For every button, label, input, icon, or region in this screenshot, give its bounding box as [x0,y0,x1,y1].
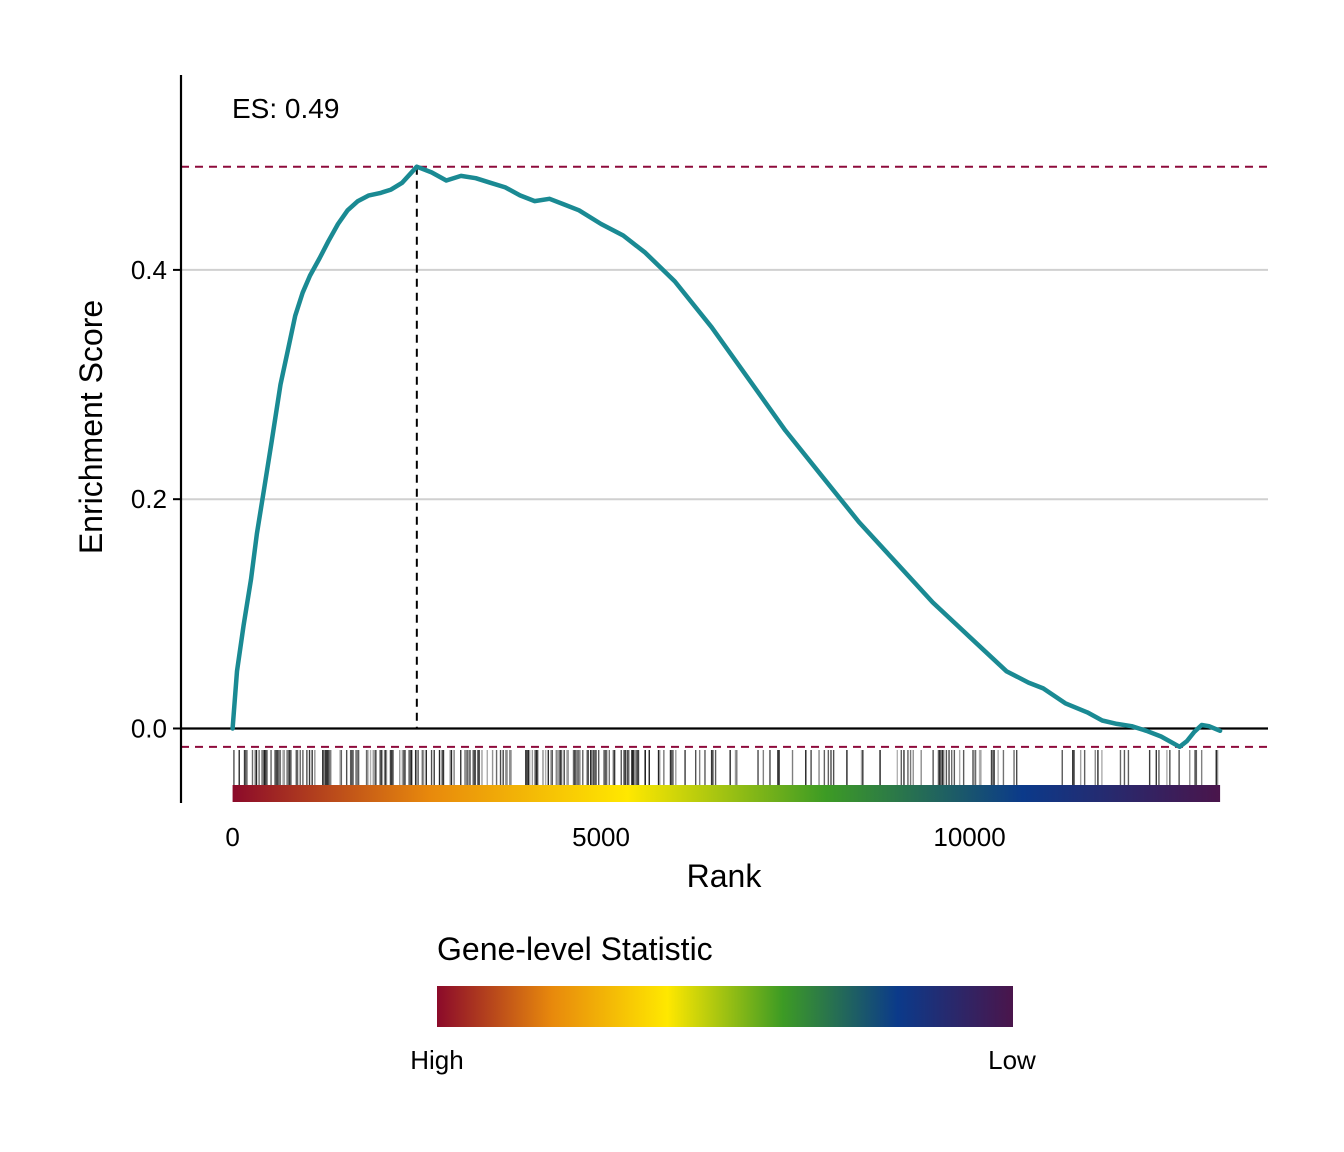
grid-lines [181,268,1268,501]
color-legend: Gene-level Statistic High Low [410,931,1036,1075]
rank-gradient-bar [232,785,1221,802]
es-annotation: ES: 0.49 [232,93,339,124]
y-tick-label: 0.2 [131,484,167,514]
gene-rug [233,750,1219,785]
series-layer [230,164,1223,750]
rank-color-bar [232,785,1221,802]
legend-gradient-bar [437,986,1013,1027]
legend-label-low: Low [988,1045,1036,1075]
reference-lines [181,165,1268,748]
x-axis-title: Rank [687,858,763,894]
axes: 0.0 0.2 0.4 0 5000 10000 [131,75,1006,852]
x-tick-label: 0 [225,822,239,852]
legend-title: Gene-level Statistic [437,931,713,967]
legend-label-high: High [410,1045,463,1075]
y-axis-title: Enrichment Score [73,300,109,554]
y-tick-label: 0.4 [131,255,167,285]
y-tick-label: 0.0 [131,713,167,743]
x-tick-label: 5000 [572,822,630,852]
es-series-line [230,164,1223,750]
labels: ES: 0.49 Rank Enrichment Score [73,93,762,894]
x-tick-label: 10000 [933,822,1005,852]
